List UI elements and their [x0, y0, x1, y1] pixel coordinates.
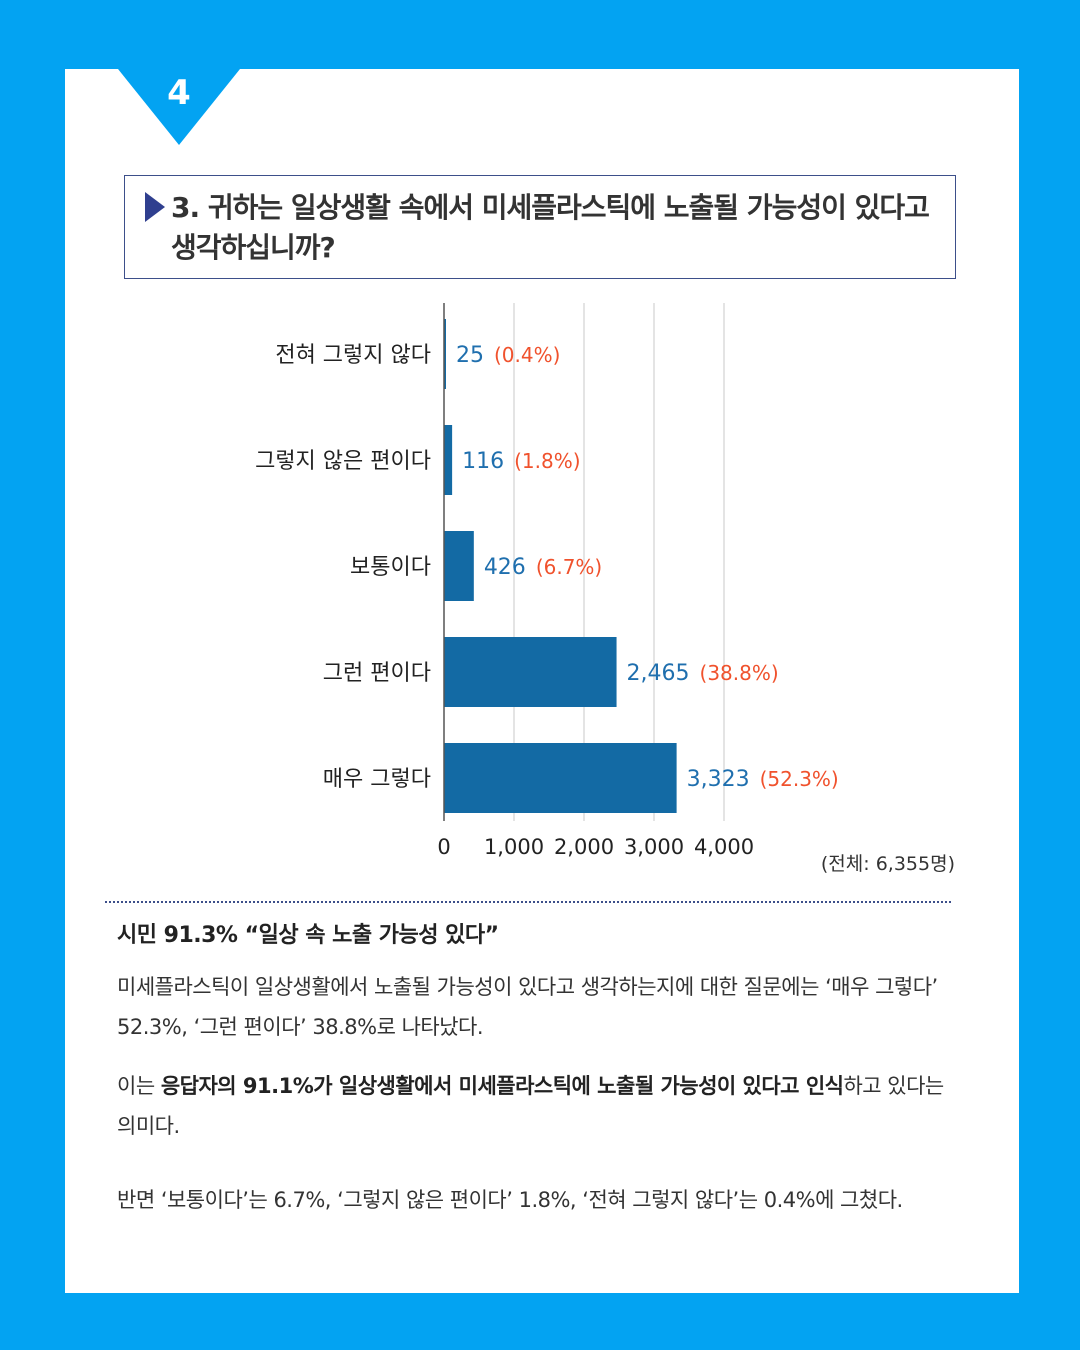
total-respondents-note: (전체: 6,355명) [820, 853, 955, 875]
page-number: 4 [167, 73, 191, 113]
paragraph-2: 이는 응답자의 91.1%가 일상생활에서 미세플라스틱에 노출될 가능성이 있… [117, 1066, 947, 1146]
badge-triangle [118, 69, 240, 145]
value-label: 426 [484, 555, 526, 580]
paragraph-2-suffix: 하고 있다는 의미다. [117, 1074, 944, 1138]
bar [444, 319, 446, 389]
question-title: 3. 귀하는 일상생활 속에서 미세플라스틱에 노출될 가능성이 있다고 생각하… [171, 191, 930, 264]
percent-label: (0.4%) [494, 343, 560, 367]
paragraph-1: 미세플라스틱이 일상생활에서 노출될 가능성이 있다고 생각하는지에 대한 질문… [117, 975, 938, 1039]
bar [444, 531, 474, 601]
percent-label: (1.8%) [514, 449, 580, 473]
value-label: 116 [462, 449, 504, 474]
category-label: 매우 그렇다 [323, 767, 431, 792]
bar-chart-svg: 전혀 그렇지 않다 25 (0.4%) 그렇지 않은 편이다 116 (1.8%) 보통이다… [255, 303, 839, 859]
percent-label: (38.8%) [700, 661, 779, 685]
bar [444, 637, 617, 707]
x-tick-label: 3,000 [624, 835, 684, 859]
category-label: 전혀 그렇지 않다 [275, 343, 431, 368]
content-card: 4 3. 귀하는 일상생활 속에서 미세플라스틱에 노출될 가능성이 있다고 생… [65, 69, 1019, 1293]
value-label: 2,465 [627, 661, 690, 686]
x-tick-label: 2,000 [554, 835, 614, 859]
paragraph-2-prefix: 이는 [117, 1074, 161, 1098]
category-label: 보통이다 [350, 555, 431, 580]
bar [444, 743, 677, 813]
summary-headline: 시민 91.3% “일상 속 노출 가능성 있다” [117, 923, 499, 948]
percent-label: (6.7%) [536, 555, 602, 579]
page-number-badge: 4 [118, 69, 240, 145]
play-arrow-icon [145, 192, 165, 222]
category-label: 그런 편이다 [323, 661, 431, 686]
percent-label: (52.3%) [760, 767, 839, 791]
paragraph-3: 반면 ‘보통이다’는 6.7%, ‘그렇지 않은 편이다’ 1.8%, ‘전혀 … [117, 1188, 903, 1212]
value-label: 3,323 [687, 767, 750, 792]
question-box: 3. 귀하는 일상생활 속에서 미세플라스틱에 노출될 가능성이 있다고 생각하… [124, 175, 956, 279]
x-tick-label: 0 [437, 835, 450, 859]
value-label: 25 [456, 343, 484, 368]
x-tick-label: 1,000 [484, 835, 544, 859]
category-label: 그렇지 않은 편이다 [255, 449, 431, 474]
dotted-divider [105, 901, 951, 903]
bar-chart: 전혀 그렇지 않다 25 (0.4%) 그렇지 않은 편이다 116 (1.8%) 보통이다… [65, 69, 1019, 873]
bar [444, 425, 453, 495]
paragraph-2-bold: 응답자의 91.1%가 일상생활에서 미세플라스틱에 노출될 가능성이 있다고 … [160, 1074, 844, 1098]
x-tick-label: 4,000 [694, 835, 754, 859]
